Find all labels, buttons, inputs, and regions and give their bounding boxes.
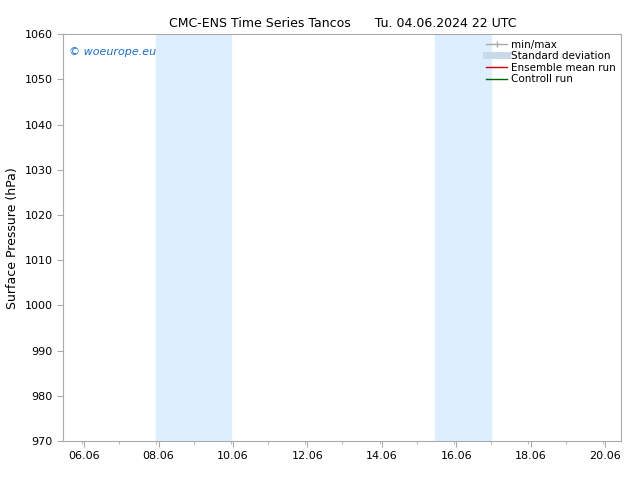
Bar xyxy=(436,34,491,441)
Text: © woeurope.eu: © woeurope.eu xyxy=(69,47,156,56)
Title: CMC-ENS Time Series Tancos      Tu. 04.06.2024 22 UTC: CMC-ENS Time Series Tancos Tu. 04.06.202… xyxy=(169,17,516,30)
Y-axis label: Surface Pressure (hPa): Surface Pressure (hPa) xyxy=(6,167,19,309)
Legend: min/max, Standard deviation, Ensemble mean run, Controll run: min/max, Standard deviation, Ensemble me… xyxy=(483,36,619,87)
Bar xyxy=(157,34,231,441)
